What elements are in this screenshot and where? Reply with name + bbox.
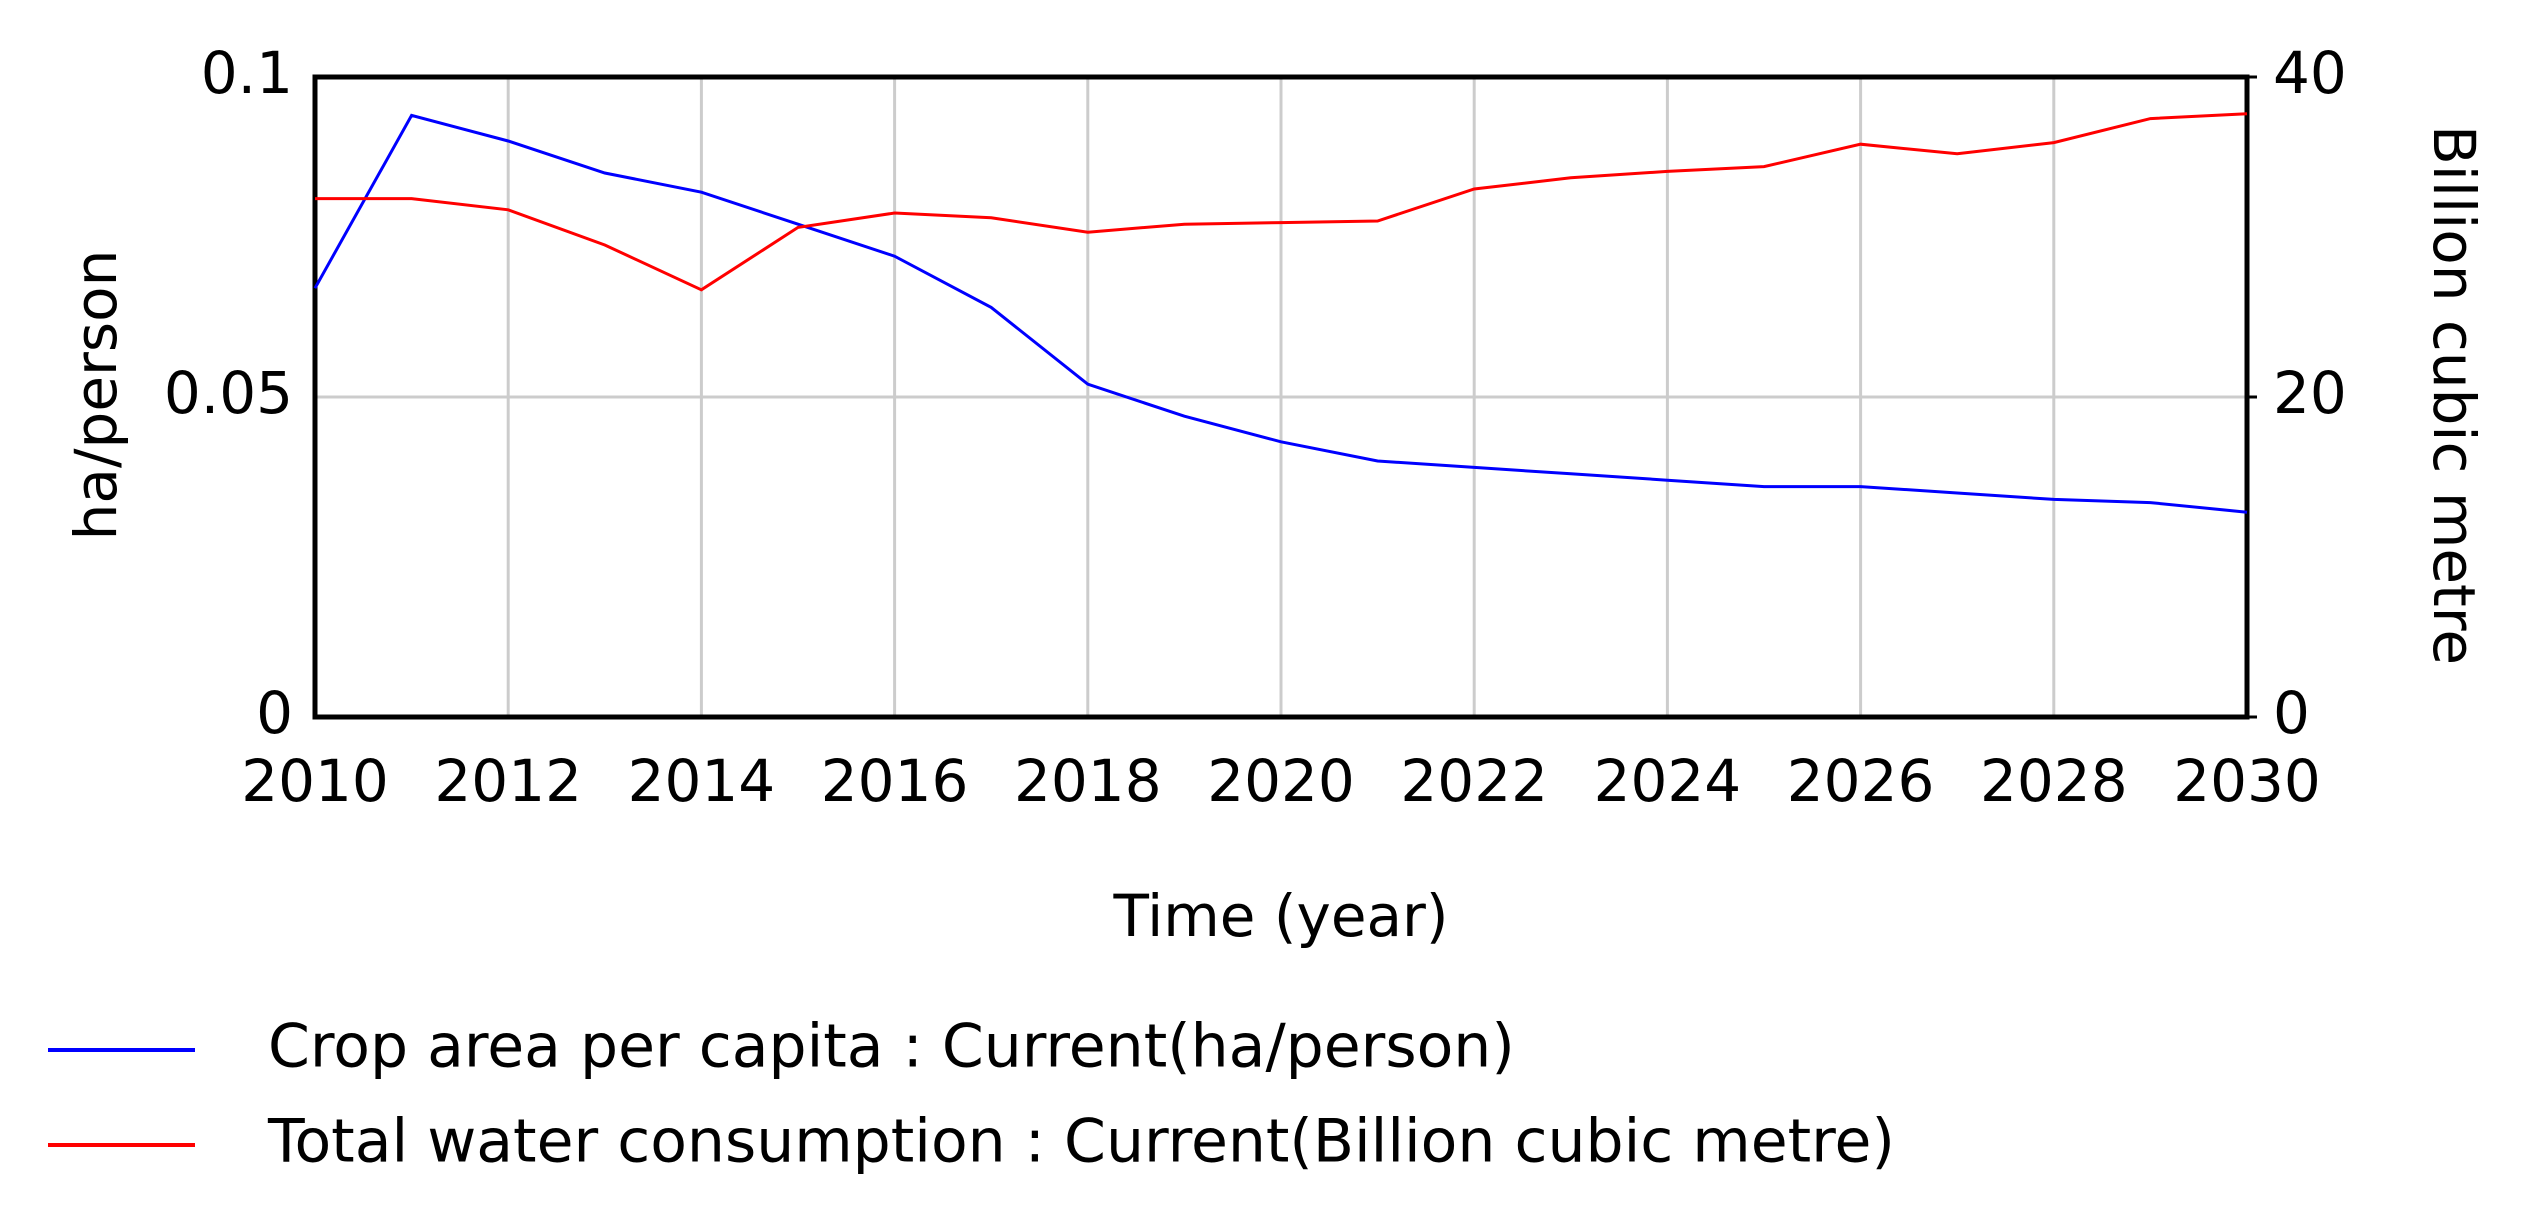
- legend-label: Total water consumption : Current(Billio…: [267, 1107, 1895, 1177]
- x-tick-label: 2020: [1207, 747, 1355, 815]
- x-tick-label: 2010: [241, 747, 389, 815]
- x-tick-label: 2024: [1594, 747, 1742, 815]
- y-axis-title: ha/person: [62, 250, 130, 541]
- x-tick-label: 2014: [628, 747, 776, 815]
- x-tick-label: 2016: [821, 747, 969, 815]
- x-tick-label: 2026: [1787, 747, 1935, 815]
- y-tick-label: 0: [256, 679, 293, 747]
- plot-frame: [312, 74, 2250, 720]
- legend-label: Crop area per capita : Current(ha/person…: [268, 1012, 1515, 1082]
- x-tick-label: 2012: [434, 747, 582, 815]
- x-tick-label: 2018: [1014, 747, 1162, 815]
- y2-tick-label: 40: [2273, 39, 2347, 107]
- x-tick-label: 2022: [1400, 747, 1548, 815]
- y2-tick-label: 20: [2273, 359, 2347, 427]
- y2-tick-label: 0: [2273, 679, 2310, 747]
- x-tick-label: 2028: [1980, 747, 2128, 815]
- x-tick-label: 2030: [2173, 747, 2321, 815]
- y-tick-label: 0.1: [201, 39, 293, 107]
- series-line: [313, 113, 2248, 514]
- y2-axis-title: Billion cubic metre: [2420, 125, 2488, 665]
- y-tick-label: 0.05: [164, 359, 293, 427]
- series-line: [315, 112, 2248, 292]
- x-axis-title: Time (year): [1112, 882, 1448, 950]
